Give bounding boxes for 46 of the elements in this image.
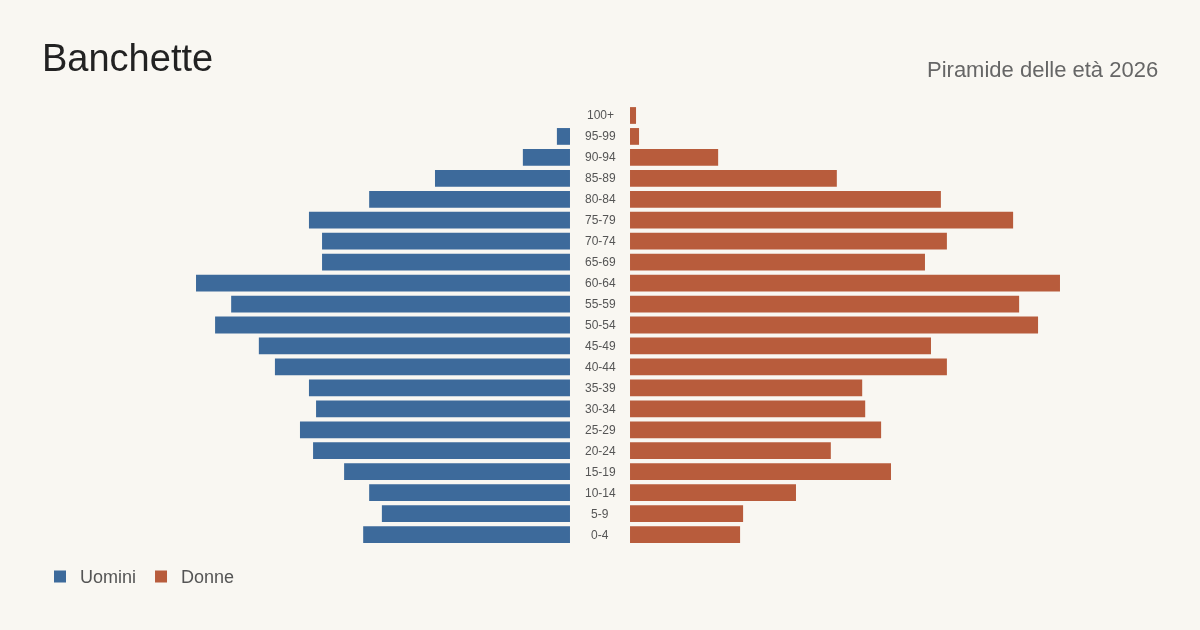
bar: [630, 421, 882, 439]
bar: [630, 400, 866, 418]
y-tick-label: 25-29: [585, 423, 617, 437]
bar: [630, 463, 892, 481]
legend-label: Donne: [181, 567, 235, 588]
y-tick-label: 45-49: [585, 339, 617, 353]
y-tick-label: 80-84: [585, 192, 617, 206]
bar: [630, 128, 640, 145]
bar: [630, 442, 831, 460]
y-tick-label: 95-99: [585, 129, 617, 143]
y-tick-label: 40-44: [585, 360, 617, 374]
bar: [630, 149, 719, 166]
bar: [630, 232, 947, 250]
y-tick-label: 20-24: [585, 444, 617, 458]
y-tick-label: 30-34: [585, 402, 617, 416]
chart-title: Banchette: [42, 37, 214, 79]
legend-label: Uomini: [80, 567, 137, 588]
y-tick-label: 70-74: [585, 234, 617, 248]
chart-subtitle: Piramide delle età 2026: [927, 57, 1159, 82]
y-tick-label: 75-79: [585, 213, 617, 227]
y-tick-label: 10-14: [585, 486, 617, 500]
bar: [630, 484, 796, 501]
bar: [630, 379, 863, 397]
y-tick-label: 60-64: [585, 276, 617, 290]
bar: [630, 253, 925, 271]
bar: [630, 211, 1014, 229]
bar: [630, 107, 637, 124]
y-tick-label: 90-94: [585, 150, 617, 164]
bar: [630, 295, 1020, 313]
bar: [630, 505, 744, 522]
y-tick-label: 15-19: [585, 465, 617, 479]
y-tick-label: 5-9: [591, 507, 609, 521]
bar: [630, 337, 931, 355]
y-tick-label: 65-69: [585, 255, 617, 269]
y-tick-label: 55-59: [585, 297, 617, 311]
bar: [630, 358, 947, 376]
bar: [630, 316, 1039, 334]
bar: [630, 274, 1060, 292]
y-tick-label: 85-89: [585, 171, 617, 185]
bar: [630, 526, 741, 543]
y-tick-label: 50-54: [585, 318, 617, 332]
bar: [630, 190, 941, 208]
y-tick-label: 35-39: [585, 381, 617, 395]
y-tick-label: 100+: [587, 108, 615, 122]
y-tick-label: 0-4: [591, 528, 609, 542]
bar: [630, 169, 837, 187]
